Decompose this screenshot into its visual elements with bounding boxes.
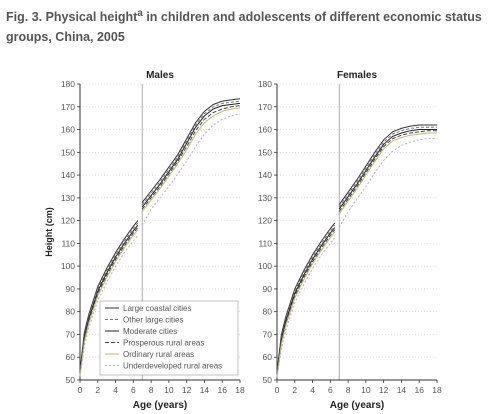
panel-title: Females (337, 70, 377, 81)
series-line (141, 107, 241, 212)
legend-label: Large coastal cities (123, 304, 191, 313)
x-tick-label: 18 (235, 385, 245, 395)
series-line (79, 229, 139, 376)
chart-panel-females: 50 60 70 80 90 100 110 120 130 140 150 160 170 180 0 2 4… (258, 70, 442, 411)
x-tick-label: 18 (432, 385, 442, 395)
series-line (79, 222, 139, 373)
series-line (79, 227, 139, 375)
x-tick-label: 8 (346, 385, 351, 395)
y-tick-label: 100 (61, 261, 75, 271)
y-tick-label: 150 (61, 147, 75, 157)
series-line (338, 138, 437, 228)
series-line (276, 227, 336, 375)
series-line (141, 102, 241, 208)
figure-title-rest: in children and adolescents of different… (6, 10, 482, 45)
x-tick-label: 12 (182, 385, 192, 395)
x-tick-label: 4 (310, 385, 315, 395)
figure-title: Fig. 3. Physical heighta in children and… (6, 4, 494, 47)
series-line (276, 224, 336, 374)
chart-panel-males: 50 60 70 80 90 100 110 120 130 140 150 160 170 180 0 2 4… (44, 70, 245, 411)
y-tick-label: 170 (61, 102, 75, 112)
figure-title-superscript: a (137, 8, 143, 19)
y-tick-label: 60 (263, 352, 273, 362)
x-axis-label: Age (years) (330, 400, 384, 411)
y-tick-label: 150 (258, 147, 272, 157)
series-line (276, 222, 336, 373)
series-line (141, 100, 241, 206)
y-tick-label: 130 (258, 193, 272, 203)
y-tick-label: 180 (258, 79, 272, 89)
y-tick-label: 180 (61, 79, 75, 89)
y-tick-label: 160 (258, 125, 272, 135)
x-tick-label: 2 (95, 385, 100, 395)
x-tick-label: 12 (379, 385, 389, 395)
y-tick-label: 90 (66, 284, 76, 294)
x-tick-label: 8 (149, 385, 154, 395)
series-line (79, 235, 139, 377)
series-line (276, 231, 336, 377)
x-tick-label: 0 (275, 385, 280, 395)
series-line (338, 132, 437, 215)
y-tick-label: 100 (258, 261, 272, 271)
x-tick-label: 16 (217, 385, 227, 395)
x-tick-label: 0 (78, 385, 83, 395)
x-tick-label: 16 (414, 385, 424, 395)
x-axis-label: Age (years) (133, 400, 187, 411)
y-tick-label: 110 (61, 238, 75, 248)
y-tick-label: 70 (263, 329, 273, 339)
x-tick-label: 14 (397, 385, 407, 395)
y-axis-label: Height (cm) (44, 207, 54, 257)
series-line (338, 124, 437, 205)
x-tick-label: 4 (113, 385, 118, 395)
series-line (338, 130, 437, 212)
y-tick-label: 110 (258, 238, 272, 248)
legend-label: Other large cities (123, 316, 183, 325)
x-tick-label: 10 (361, 385, 371, 395)
legend-label: Underdeveloped rural areas (123, 362, 222, 371)
legend: Large coastal cities Other large cities Mo… (99, 300, 239, 376)
y-tick-label: 160 (61, 125, 75, 135)
y-tick-label: 120 (61, 216, 75, 226)
series-line (141, 105, 241, 210)
legend-label: Prosperous rural areas (123, 339, 204, 348)
series-line (338, 129, 437, 210)
y-tick-label: 90 (263, 284, 273, 294)
y-tick-label: 130 (61, 193, 75, 203)
y-tick-label: 50 (66, 375, 76, 385)
series-line (141, 98, 241, 203)
series-line (276, 237, 336, 378)
y-tick-label: 70 (66, 329, 76, 339)
x-tick-label: 14 (200, 385, 210, 395)
y-tick-label: 120 (258, 216, 272, 226)
legend-label: Moderate cities (123, 327, 177, 336)
legend-box (99, 300, 239, 376)
x-tick-label: 6 (328, 385, 333, 395)
x-tick-label: 2 (292, 385, 297, 395)
y-tick-label: 60 (66, 352, 76, 362)
y-tick-label: 140 (61, 170, 75, 180)
x-tick-label: 10 (164, 385, 174, 395)
legend-label: Ordinary rural areas (123, 350, 194, 359)
y-tick-label: 80 (263, 307, 273, 317)
series-line (276, 229, 336, 376)
figure-title-main: Fig. 3. Physical height (6, 10, 138, 25)
y-tick-label: 170 (258, 102, 272, 112)
y-tick-label: 50 (263, 375, 273, 385)
y-tick-label: 80 (66, 307, 76, 317)
panel-title: Males (146, 70, 174, 81)
x-tick-label: 6 (131, 385, 136, 395)
series-line (79, 220, 139, 371)
y-tick-label: 140 (258, 170, 272, 180)
series-line (79, 224, 139, 374)
